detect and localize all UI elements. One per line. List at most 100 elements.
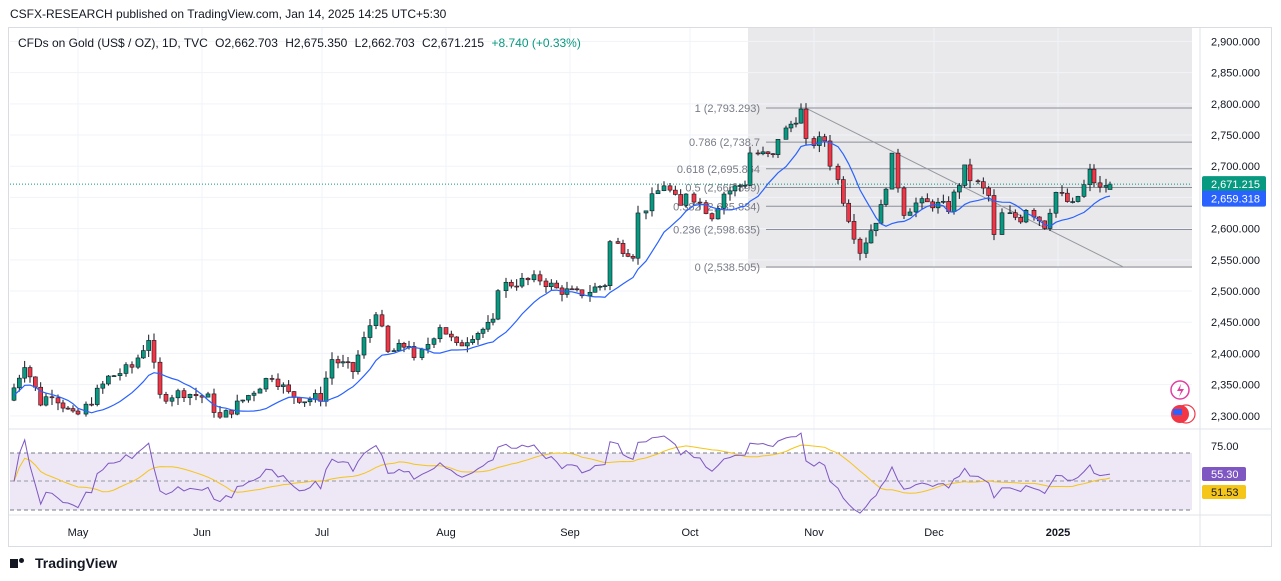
candle-body: [480, 328, 486, 334]
candle-body: [1053, 192, 1059, 214]
candle-body: [75, 410, 81, 415]
candle-body: [229, 410, 234, 415]
rsi-value-text: 55.30: [1211, 469, 1239, 481]
candle-body: [770, 153, 776, 155]
time-axis-label: Jul: [315, 527, 329, 539]
candle-body: [329, 359, 335, 379]
candle-body: [495, 290, 501, 320]
candle-body: [775, 139, 781, 155]
candle-body: [941, 201, 946, 203]
candle-body: [257, 388, 263, 394]
candle-body: [1059, 192, 1065, 194]
rsi-ma-value-tag: [1202, 485, 1246, 499]
candle-body: [485, 321, 491, 330]
symbol-name[interactable]: CFDs on Gold (US$ / OZ), 1D, TVC: [18, 36, 208, 50]
fib-zone-background: [748, 28, 1192, 268]
candle-body: [251, 392, 257, 396]
candle-body: [275, 378, 281, 387]
price-axis-label: 2,450.000: [1211, 317, 1260, 329]
candle-body: [117, 373, 123, 376]
candle-body: [803, 108, 809, 139]
candle-body: [22, 367, 27, 379]
candle-body: [1013, 212, 1018, 218]
candle-body: [454, 336, 459, 343]
candle-body: [141, 350, 146, 359]
candle-body: [868, 230, 874, 244]
candle-body: [246, 395, 251, 401]
candle-body: [163, 394, 169, 402]
candle-body: [569, 288, 575, 291]
candle-body: [737, 185, 743, 187]
rsi-axis-label: 75.00: [1211, 441, 1239, 453]
price-axis-label: 2,500.000: [1211, 286, 1260, 298]
candle-body: [742, 184, 748, 187]
candle-body: [391, 350, 397, 352]
candle-body: [951, 191, 957, 212]
candle-body: [373, 314, 379, 326]
candle-body: [449, 333, 454, 338]
ma-price-tag: [1202, 190, 1266, 207]
last-price-text: 2,671.215: [1211, 179, 1260, 191]
candle-body: [1107, 183, 1113, 190]
time-axis-label: Jun: [193, 527, 211, 539]
candle-body: [396, 342, 402, 351]
candle-body: [269, 378, 275, 380]
candle-body: [827, 140, 833, 167]
candle-body: [798, 108, 804, 124]
candle-body: [703, 202, 709, 214]
candle-body: [986, 187, 991, 196]
candle-body: [83, 403, 89, 415]
candle-body: [793, 122, 799, 125]
candle-body: [425, 344, 431, 350]
price-axis-label: 2,550.000: [1211, 255, 1260, 267]
publisher-line: CSFX-RESEARCH published on TradingView.c…: [10, 7, 447, 21]
candle-body: [1070, 201, 1075, 203]
candle-body: [345, 361, 351, 364]
candle-body: [925, 198, 930, 203]
footer-brand[interactable]: TradingView: [10, 555, 117, 571]
candle-body: [297, 397, 302, 403]
candle-body: [129, 364, 135, 368]
time-axis-label: 2025: [1046, 527, 1070, 539]
candle-body: [281, 384, 286, 387]
candle-body: [1091, 168, 1097, 184]
candle-body: [901, 187, 907, 216]
candle-body: [123, 364, 129, 374]
candle-body: [286, 384, 291, 392]
candle-body: [783, 127, 789, 140]
candle-body: [878, 204, 884, 224]
candle-body: [205, 393, 211, 398]
candle-body: [323, 377, 329, 402]
candle-body: [592, 286, 598, 293]
candle-body: [1081, 184, 1087, 197]
candle-body: [760, 151, 766, 155]
candle-body: [519, 277, 525, 287]
candle-body: [602, 285, 608, 287]
candle-body: [919, 198, 925, 204]
candle-body: [543, 280, 549, 288]
candle-body: [27, 367, 33, 378]
symbol-info-row: CFDs on Gold (US$ / OZ), 1D, TVC O2,662.…: [18, 36, 585, 50]
candle-body: [788, 123, 794, 129]
candle-body: [727, 190, 733, 195]
candle-body: [895, 152, 901, 189]
candle-body: [962, 164, 967, 186]
price-axis-label: 2,750.000: [1211, 130, 1260, 142]
candle-body: [967, 164, 973, 182]
candle-body: [490, 318, 496, 323]
candle-body: [106, 375, 111, 385]
candle-body: [607, 241, 613, 286]
candle-body: [350, 362, 356, 372]
candle-body: [193, 394, 199, 397]
candle-body: [38, 386, 43, 406]
candle-body: [187, 394, 193, 398]
fib-level-label: 1 (2,793.293): [695, 103, 760, 115]
candle-body: [1103, 185, 1109, 188]
candle-body: [175, 390, 181, 399]
candle-body: [554, 282, 559, 289]
change-value: +8.740 (+0.33%): [491, 36, 581, 50]
candle-body: [615, 241, 621, 244]
candle-body: [1097, 182, 1103, 188]
candle-body: [678, 194, 683, 206]
